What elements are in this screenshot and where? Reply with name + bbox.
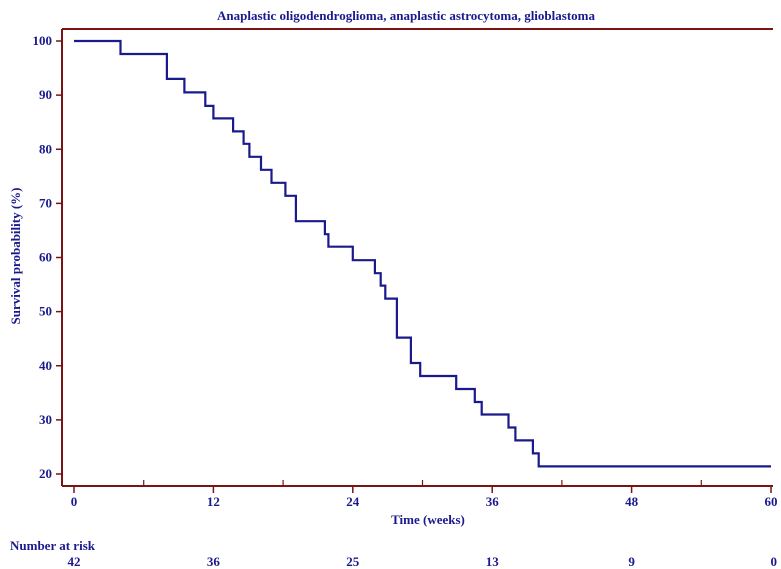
- x-tick-label-60: 60: [765, 494, 778, 509]
- y-tick-label-30: 30: [39, 412, 52, 427]
- x-axis-ticks: 0 12 24 36 48 60: [71, 480, 778, 509]
- risk-value-48: 9: [628, 554, 635, 569]
- risk-value-24: 25: [346, 554, 360, 569]
- survival-curve-series: [74, 39, 771, 468]
- risk-value-60: 0: [771, 554, 778, 569]
- y-tick-label-80: 80: [39, 141, 52, 156]
- y-axis-label: Survival probability (%): [8, 187, 23, 324]
- x-tick-label-0: 0: [71, 494, 78, 509]
- y-tick-label-50: 50: [39, 304, 52, 319]
- x-tick-label-12: 12: [207, 494, 220, 509]
- risk-table-label: Number at risk: [10, 538, 96, 553]
- chart-title: Anaplastic oligodendroglioma, anaplastic…: [217, 8, 595, 23]
- risk-value-0: 42: [68, 554, 81, 569]
- risk-value-36: 13: [486, 554, 500, 569]
- plot-axes: [61, 28, 773, 487]
- risk-table-values: 42 36 25 13 9 0: [68, 554, 778, 569]
- x-axis-label: Time (weeks): [391, 512, 465, 527]
- x-tick-label-48: 48: [625, 494, 639, 509]
- y-tick-label-70: 70: [39, 195, 52, 210]
- y-tick-label-40: 40: [39, 358, 52, 373]
- y-tick-label-100: 100: [33, 33, 53, 48]
- y-axis-ticks: 20 30 40 50 60 70 80 90 100: [33, 33, 62, 481]
- risk-value-12: 36: [207, 554, 221, 569]
- y-tick-label-60: 60: [39, 250, 52, 265]
- x-tick-label-36: 36: [486, 494, 500, 509]
- y-tick-label-20: 20: [39, 466, 52, 481]
- y-tick-label-90: 90: [39, 87, 52, 102]
- x-tick-label-24: 24: [346, 494, 360, 509]
